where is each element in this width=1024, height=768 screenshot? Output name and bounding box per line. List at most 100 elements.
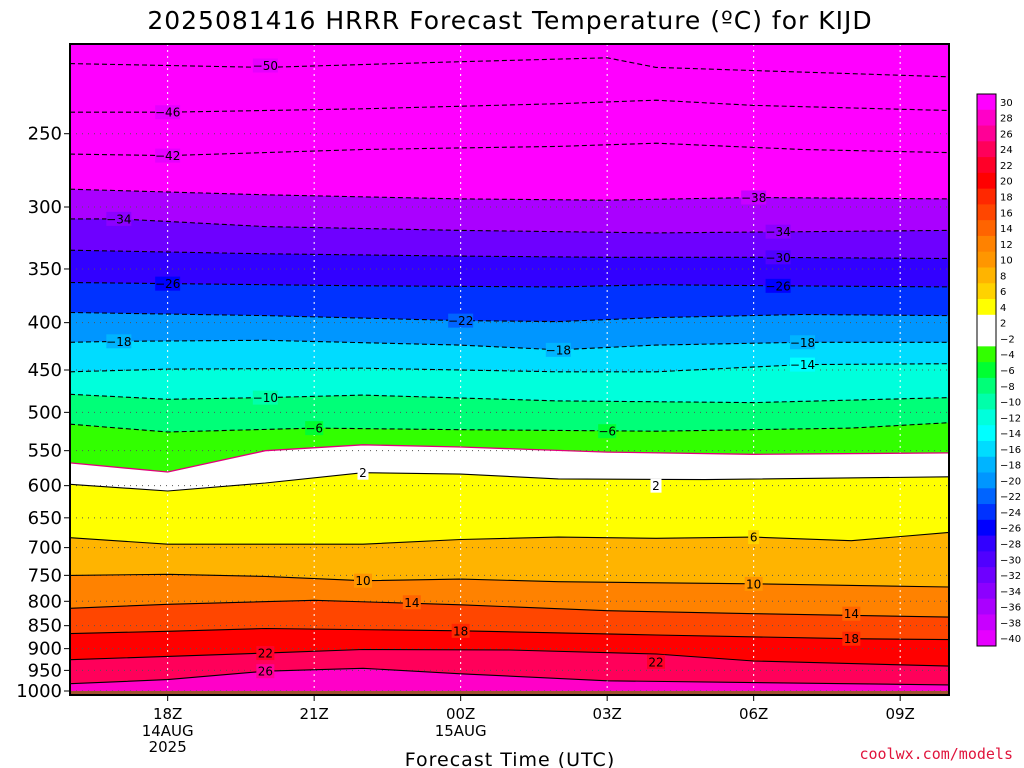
chart-title: 2025081416 HRRR Forecast Temperature (ºC… xyxy=(147,6,872,35)
y-tick-label: 300 xyxy=(28,197,62,218)
x-axis-label: Forecast Time (UTC) xyxy=(405,749,615,768)
isotherm-line xyxy=(69,422,950,433)
x-tick-label: 00Z xyxy=(446,705,475,723)
isotherm-line xyxy=(69,393,950,404)
colorbar-label: −8 xyxy=(1000,382,1015,393)
x-tick-label: 06Z xyxy=(739,705,768,723)
colorbar-label: 26 xyxy=(1000,129,1013,140)
y-tick-label: 600 xyxy=(28,476,62,497)
isotherm-label-bg xyxy=(155,148,181,163)
colorbar-swatch xyxy=(977,567,996,584)
isotherm-label: −18 xyxy=(546,343,571,357)
colorbar-swatch xyxy=(977,440,996,458)
isotherm-label-bg xyxy=(252,390,278,405)
colorbar-legend: 30 28 26 24 22 20 18 16 14 12 10 8 6 4 2 −2 −4 −6 −8 −10 −12… xyxy=(976,93,1021,647)
isotherm-label-bg xyxy=(744,576,763,591)
isotherm-line xyxy=(69,573,950,588)
isotherm-line xyxy=(69,339,949,351)
colorbar-label: 22 xyxy=(1000,161,1013,172)
pressure-axis: 2503003504004505005506006507007508008509… xyxy=(16,124,70,702)
isotherm-label: −30 xyxy=(765,251,790,265)
isotherm-line xyxy=(69,599,950,618)
colorbar-swatch xyxy=(977,235,996,253)
isotherm-label: 18 xyxy=(453,624,468,638)
colorbar-swatch xyxy=(977,582,996,600)
colorbar-label: −2 xyxy=(1000,334,1015,345)
colorbar-swatch xyxy=(977,172,996,190)
colorbar-swatch xyxy=(977,630,996,647)
isotherm-label-bg xyxy=(155,276,181,291)
y-tick-label: 250 xyxy=(28,124,62,145)
isotherm-contours: −50 −46 −42 −38 −34 −34 −30 −26 −26 −22 −18 −18 −18 −… xyxy=(69,57,950,686)
colorbar-swatch xyxy=(977,204,996,221)
isotherm-label: 22 xyxy=(648,655,663,669)
isotherm-label-bg xyxy=(402,595,421,610)
isotherm-line xyxy=(69,531,950,545)
isotherm-label-bg xyxy=(357,465,369,480)
isotherm-label: 2 xyxy=(652,479,660,493)
colorbar-swatch xyxy=(977,456,996,474)
isotherm-label-bg xyxy=(650,478,662,493)
colorbar-label: −36 xyxy=(1000,603,1021,614)
isotherm-line xyxy=(69,57,950,78)
colorbar-label: 14 xyxy=(1000,224,1013,235)
colorbar-swatch xyxy=(977,598,996,615)
isotherm-label: −38 xyxy=(741,191,766,205)
colorbar-label: −18 xyxy=(1000,461,1021,472)
isotherm-label: 6 xyxy=(750,531,758,545)
colorbar-label: −10 xyxy=(1000,398,1021,409)
y-tick-label: 550 xyxy=(28,441,62,462)
colorbar-swatch xyxy=(977,125,996,142)
isotherm-label-bg xyxy=(106,334,132,349)
colorbar-swatch xyxy=(977,519,996,537)
colorbar-label: −28 xyxy=(1000,539,1021,550)
colorbar-swatch xyxy=(977,425,996,442)
x-tick-label: 18Z xyxy=(153,705,182,723)
isotherm-label: −22 xyxy=(448,314,473,328)
colorbar-label: 20 xyxy=(1000,177,1013,188)
colorbar-label: 30 xyxy=(1000,98,1013,109)
isotherm-label-bg xyxy=(765,224,791,239)
isotherm-label: 10 xyxy=(746,577,761,591)
colorbar-swatch xyxy=(977,551,996,568)
isotherm-label: −42 xyxy=(155,149,180,163)
isotherm-line xyxy=(69,311,950,323)
y-tick-label: 500 xyxy=(28,402,62,423)
isotherm-label-bg xyxy=(451,623,470,638)
colorbar-swatch xyxy=(977,220,996,237)
isotherm-label: −14 xyxy=(790,358,815,372)
isotherm-label: 14 xyxy=(404,596,419,610)
ground-surface xyxy=(70,690,949,695)
colorbar-swatch xyxy=(977,362,996,379)
freezing-contour xyxy=(69,444,950,473)
colorbar-frame xyxy=(976,93,997,647)
y-tick-label: 850 xyxy=(28,616,62,637)
colorbar-label: 24 xyxy=(1000,145,1013,156)
isotherm-label-bg xyxy=(790,357,815,372)
y-tick-label: 700 xyxy=(28,538,62,559)
isotherm-label-bg xyxy=(256,646,275,661)
plot-area: −50 −46 −42 −38 −34 −34 −30 −26 −26 −22 −18 −18 −18 −… xyxy=(69,43,950,696)
isotherm-label: −34 xyxy=(106,212,131,226)
isotherm-label: 26 xyxy=(258,665,273,679)
isotherm-label-bg xyxy=(155,105,181,120)
isotherm-label: −6 xyxy=(598,425,616,439)
colorbar-label: 2 xyxy=(1000,319,1006,330)
temperature-bands xyxy=(70,44,949,695)
colorbar-label: 18 xyxy=(1000,193,1013,204)
colorbar-label: −40 xyxy=(1000,634,1021,645)
credit-link[interactable]: coolwx.com/models xyxy=(859,745,1013,763)
colorbar-swatch xyxy=(977,267,996,284)
isotherm-label: 14 xyxy=(844,607,859,621)
isotherm-label-bg xyxy=(545,342,571,357)
x-tick-label: 09Z xyxy=(885,705,914,723)
colorbar-swatch xyxy=(977,251,996,268)
isotherm-label-bg xyxy=(448,313,474,328)
y-tick-label: 750 xyxy=(28,565,62,586)
colorbar-label: 16 xyxy=(1000,208,1013,219)
colorbar-label: −12 xyxy=(1000,413,1021,424)
x-tick-sublabel: 2025 xyxy=(149,738,187,756)
isotherm-label-bg xyxy=(765,278,791,293)
isotherm-label: −6 xyxy=(305,422,323,436)
